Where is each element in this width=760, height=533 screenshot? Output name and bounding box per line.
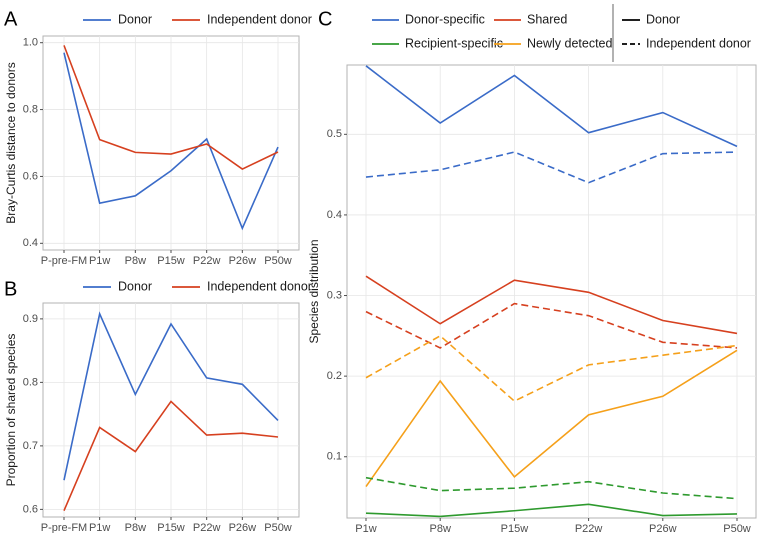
data-line bbox=[365, 349, 738, 488]
x-tick-label: P1w bbox=[355, 523, 376, 533]
y-tick-label: 0.4 bbox=[23, 237, 38, 249]
data-line bbox=[63, 311, 279, 481]
legend-label: Independent donor bbox=[646, 36, 751, 50]
legend-label: Donor bbox=[646, 12, 680, 26]
data-line bbox=[365, 65, 738, 148]
y-tick-label: 0.2 bbox=[327, 370, 342, 382]
y-tick-label: 0.6 bbox=[23, 170, 38, 182]
x-tick-label: P15w bbox=[501, 523, 529, 533]
y-tick-label: 0.6 bbox=[23, 503, 38, 515]
legend-label: Recipient-specific bbox=[405, 36, 503, 50]
y-tick-label: 0.5 bbox=[327, 128, 342, 140]
x-tick-label: P8w bbox=[125, 255, 146, 267]
y-tick-label: 1.0 bbox=[23, 37, 38, 49]
y-tick-label: 0.1 bbox=[327, 451, 342, 463]
y-tick-label: 0.7 bbox=[23, 440, 38, 452]
y-axis-title: Species distribution bbox=[307, 239, 321, 343]
data-line bbox=[63, 45, 279, 171]
legend-label: Newly detected bbox=[527, 36, 613, 50]
x-tick-label: P50w bbox=[264, 522, 292, 533]
legend-label: Donor bbox=[118, 12, 152, 26]
data-line bbox=[365, 275, 738, 335]
legend-label: Shared bbox=[527, 12, 567, 26]
data-line bbox=[365, 334, 738, 403]
x-tick-label: P50w bbox=[723, 523, 751, 533]
panel-label: B bbox=[4, 278, 17, 300]
x-tick-label: P-pre-FM bbox=[41, 255, 87, 267]
y-tick-label: 0.9 bbox=[23, 313, 38, 325]
legend-label: Independent donor bbox=[207, 279, 312, 293]
x-tick-label: P1w bbox=[89, 522, 110, 533]
x-tick-label: P8w bbox=[429, 523, 450, 533]
data-line bbox=[365, 503, 738, 518]
legend-label: Independent donor bbox=[207, 12, 312, 26]
x-tick-label: P26w bbox=[649, 523, 677, 533]
data-line bbox=[63, 400, 279, 511]
data-line bbox=[365, 151, 738, 184]
x-tick-label: P26w bbox=[229, 255, 257, 267]
x-tick-label: P50w bbox=[264, 255, 292, 267]
y-tick-label: 0.3 bbox=[327, 289, 342, 301]
x-tick-label: P22w bbox=[575, 523, 603, 533]
x-tick-label: P15w bbox=[157, 255, 185, 267]
x-tick-label: P-pre-FM bbox=[41, 522, 87, 533]
panel-label: A bbox=[4, 8, 18, 30]
legend-label: Donor-specific bbox=[405, 12, 485, 26]
y-tick-label: 0.4 bbox=[327, 209, 342, 221]
data-line bbox=[365, 302, 738, 349]
x-tick-label: P26w bbox=[229, 522, 257, 533]
x-tick-label: P15w bbox=[157, 522, 185, 533]
panel-label: C bbox=[318, 8, 332, 30]
x-tick-label: P8w bbox=[125, 522, 146, 533]
x-tick-label: P1w bbox=[89, 255, 110, 267]
y-tick-label: 0.8 bbox=[23, 103, 38, 115]
legend-label: Donor bbox=[118, 279, 152, 293]
x-tick-label: P22w bbox=[193, 255, 221, 267]
y-axis-title: Proportion of shared species bbox=[4, 334, 18, 487]
plot-panel bbox=[346, 64, 757, 519]
data-line bbox=[365, 476, 738, 500]
y-tick-label: 0.8 bbox=[23, 376, 38, 388]
x-tick-label: P22w bbox=[193, 522, 221, 533]
data-line bbox=[63, 52, 279, 231]
y-axis-title: Bray-Curtis distance to donors bbox=[4, 62, 18, 223]
